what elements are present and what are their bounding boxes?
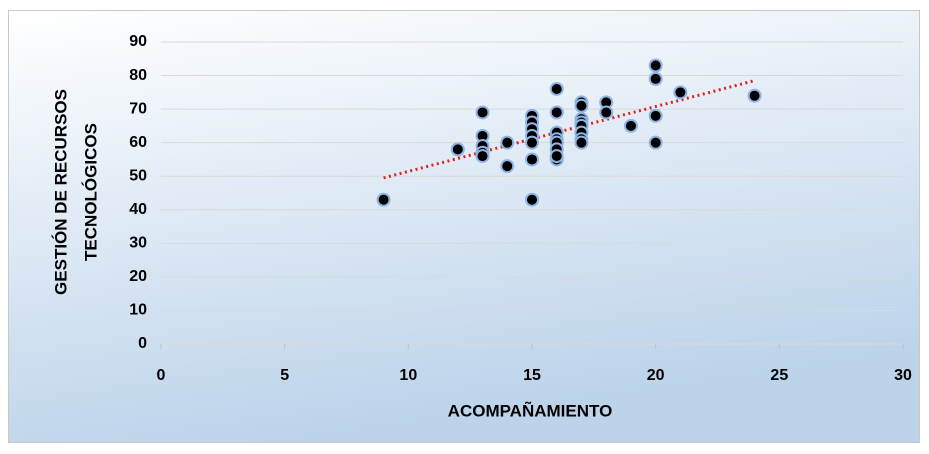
scatter-point bbox=[475, 105, 490, 120]
scatter-point bbox=[525, 152, 539, 167]
y-tick-label: 50 bbox=[129, 167, 147, 184]
scatter-point bbox=[525, 192, 539, 207]
x-tick-label: 5 bbox=[280, 367, 289, 384]
trendline bbox=[383, 79, 755, 180]
y-tick-label: 70 bbox=[129, 100, 147, 117]
scatter-point bbox=[376, 192, 391, 207]
x-axis-label: ACOMPAÑAMIENTO bbox=[448, 400, 613, 420]
x-tick-label: 30 bbox=[894, 367, 912, 384]
y-tick-label: 20 bbox=[129, 268, 147, 285]
scatter-point bbox=[574, 98, 589, 113]
x-tick-label: 10 bbox=[399, 367, 417, 384]
x-tick-label: 25 bbox=[770, 367, 788, 384]
y-tick-label: 0 bbox=[138, 335, 147, 352]
scatter-point bbox=[648, 108, 663, 123]
scatter-point bbox=[475, 149, 490, 164]
chart-background bbox=[8, 10, 920, 443]
scatter-point bbox=[500, 135, 515, 150]
scatter-point bbox=[599, 105, 614, 120]
scatter-point bbox=[673, 85, 688, 100]
y-tick-label: 30 bbox=[129, 235, 147, 252]
scatter-point bbox=[549, 149, 564, 164]
x-tick-label: 15 bbox=[523, 367, 541, 384]
y-tick-label: 80 bbox=[129, 67, 147, 84]
scatter-point bbox=[574, 135, 589, 150]
y-tick-label: 60 bbox=[129, 134, 147, 151]
y-tick-label: 10 bbox=[129, 302, 147, 319]
x-tick-label: 0 bbox=[157, 367, 166, 384]
scatter-point bbox=[525, 135, 539, 150]
scatter-point bbox=[623, 118, 638, 133]
scatter-point bbox=[648, 58, 663, 73]
x-tick-label: 20 bbox=[647, 367, 665, 384]
y-axis-label: TECNOLÓGICOS bbox=[81, 123, 100, 261]
scatter-point bbox=[500, 159, 515, 174]
scatter-point bbox=[549, 81, 564, 96]
scatter-point bbox=[648, 71, 663, 86]
y-axis-label: GESTIÓN DE RECURSOS bbox=[51, 89, 70, 295]
y-tick-label: 40 bbox=[129, 201, 147, 218]
scatter-point bbox=[549, 105, 564, 120]
y-tick-label: 90 bbox=[129, 33, 147, 50]
scatter-point bbox=[648, 135, 663, 150]
scatter-point bbox=[450, 142, 465, 157]
scatter-point bbox=[747, 88, 762, 103]
